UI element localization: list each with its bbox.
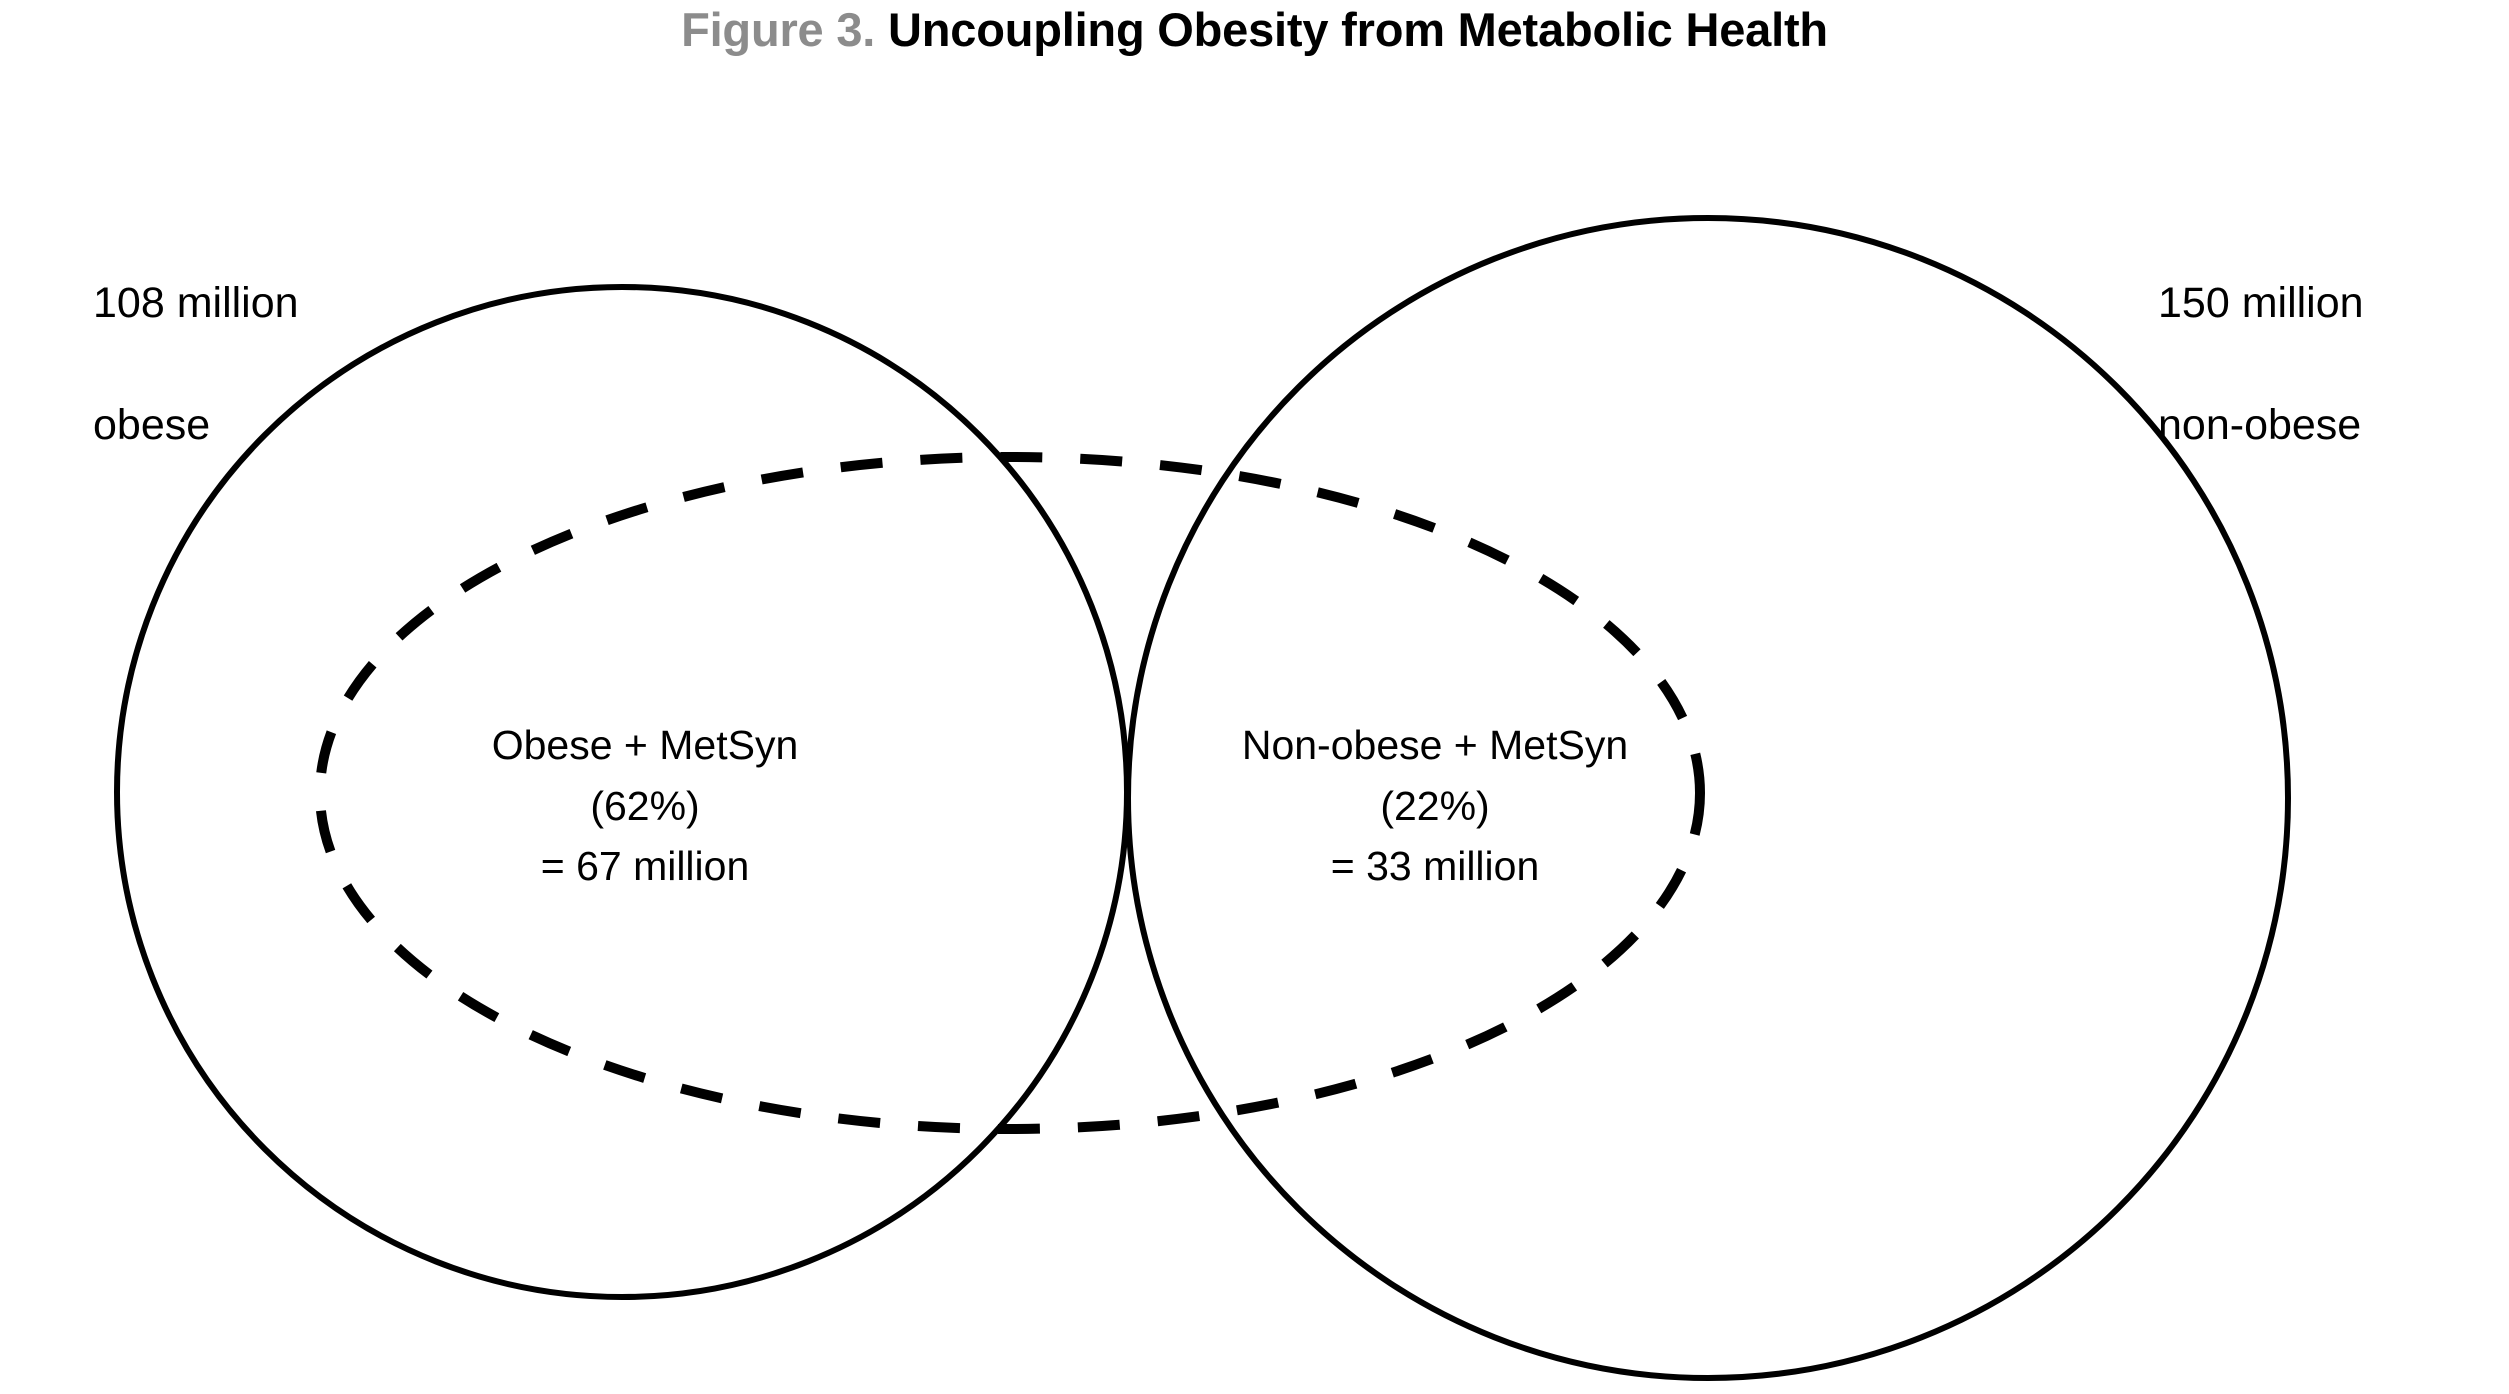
region-non-obese-metsyn-label: Non-obese + MetSyn: [1241, 722, 1629, 768]
region-obese-metsyn-percent: (62%): [590, 782, 700, 829]
label-obese-total-line1: 108 million: [93, 279, 299, 328]
metabolic-syndrome-ellipse: [315, 452, 1705, 1134]
non-obese-circle: [1125, 215, 2291, 1381]
region-non-obese-metsyn-percent: (22%): [1380, 782, 1490, 829]
label-obese-total: 108 million obese: [93, 212, 299, 517]
region-non-obese-metsyn-count: = 33 million: [1330, 843, 1540, 890]
figure-title-prefix: Figure 3.: [681, 3, 876, 56]
label-non-obese-total-line1: 150 million: [2158, 279, 2364, 328]
label-obese-total-line2: obese: [93, 401, 211, 450]
region-obese-metsyn: Obese + MetSyn (62%) = 67 million: [430, 715, 860, 897]
region-non-obese-metsyn: Non-obese + MetSyn (22%) = 33 million: [1155, 715, 1715, 897]
region-obese-metsyn-count: = 67 million: [540, 843, 750, 890]
figure-title: Figure 3. Uncoupling Obesity from Metabo…: [0, 2, 2509, 57]
label-non-obese-total: 150 million non-obese: [2158, 212, 2364, 517]
region-obese-metsyn-label: Obese + MetSyn: [491, 722, 799, 768]
figure-title-main: Uncoupling Obesity from Metabolic Health: [875, 3, 1828, 56]
label-non-obese-total-line2: non-obese: [2158, 401, 2362, 450]
